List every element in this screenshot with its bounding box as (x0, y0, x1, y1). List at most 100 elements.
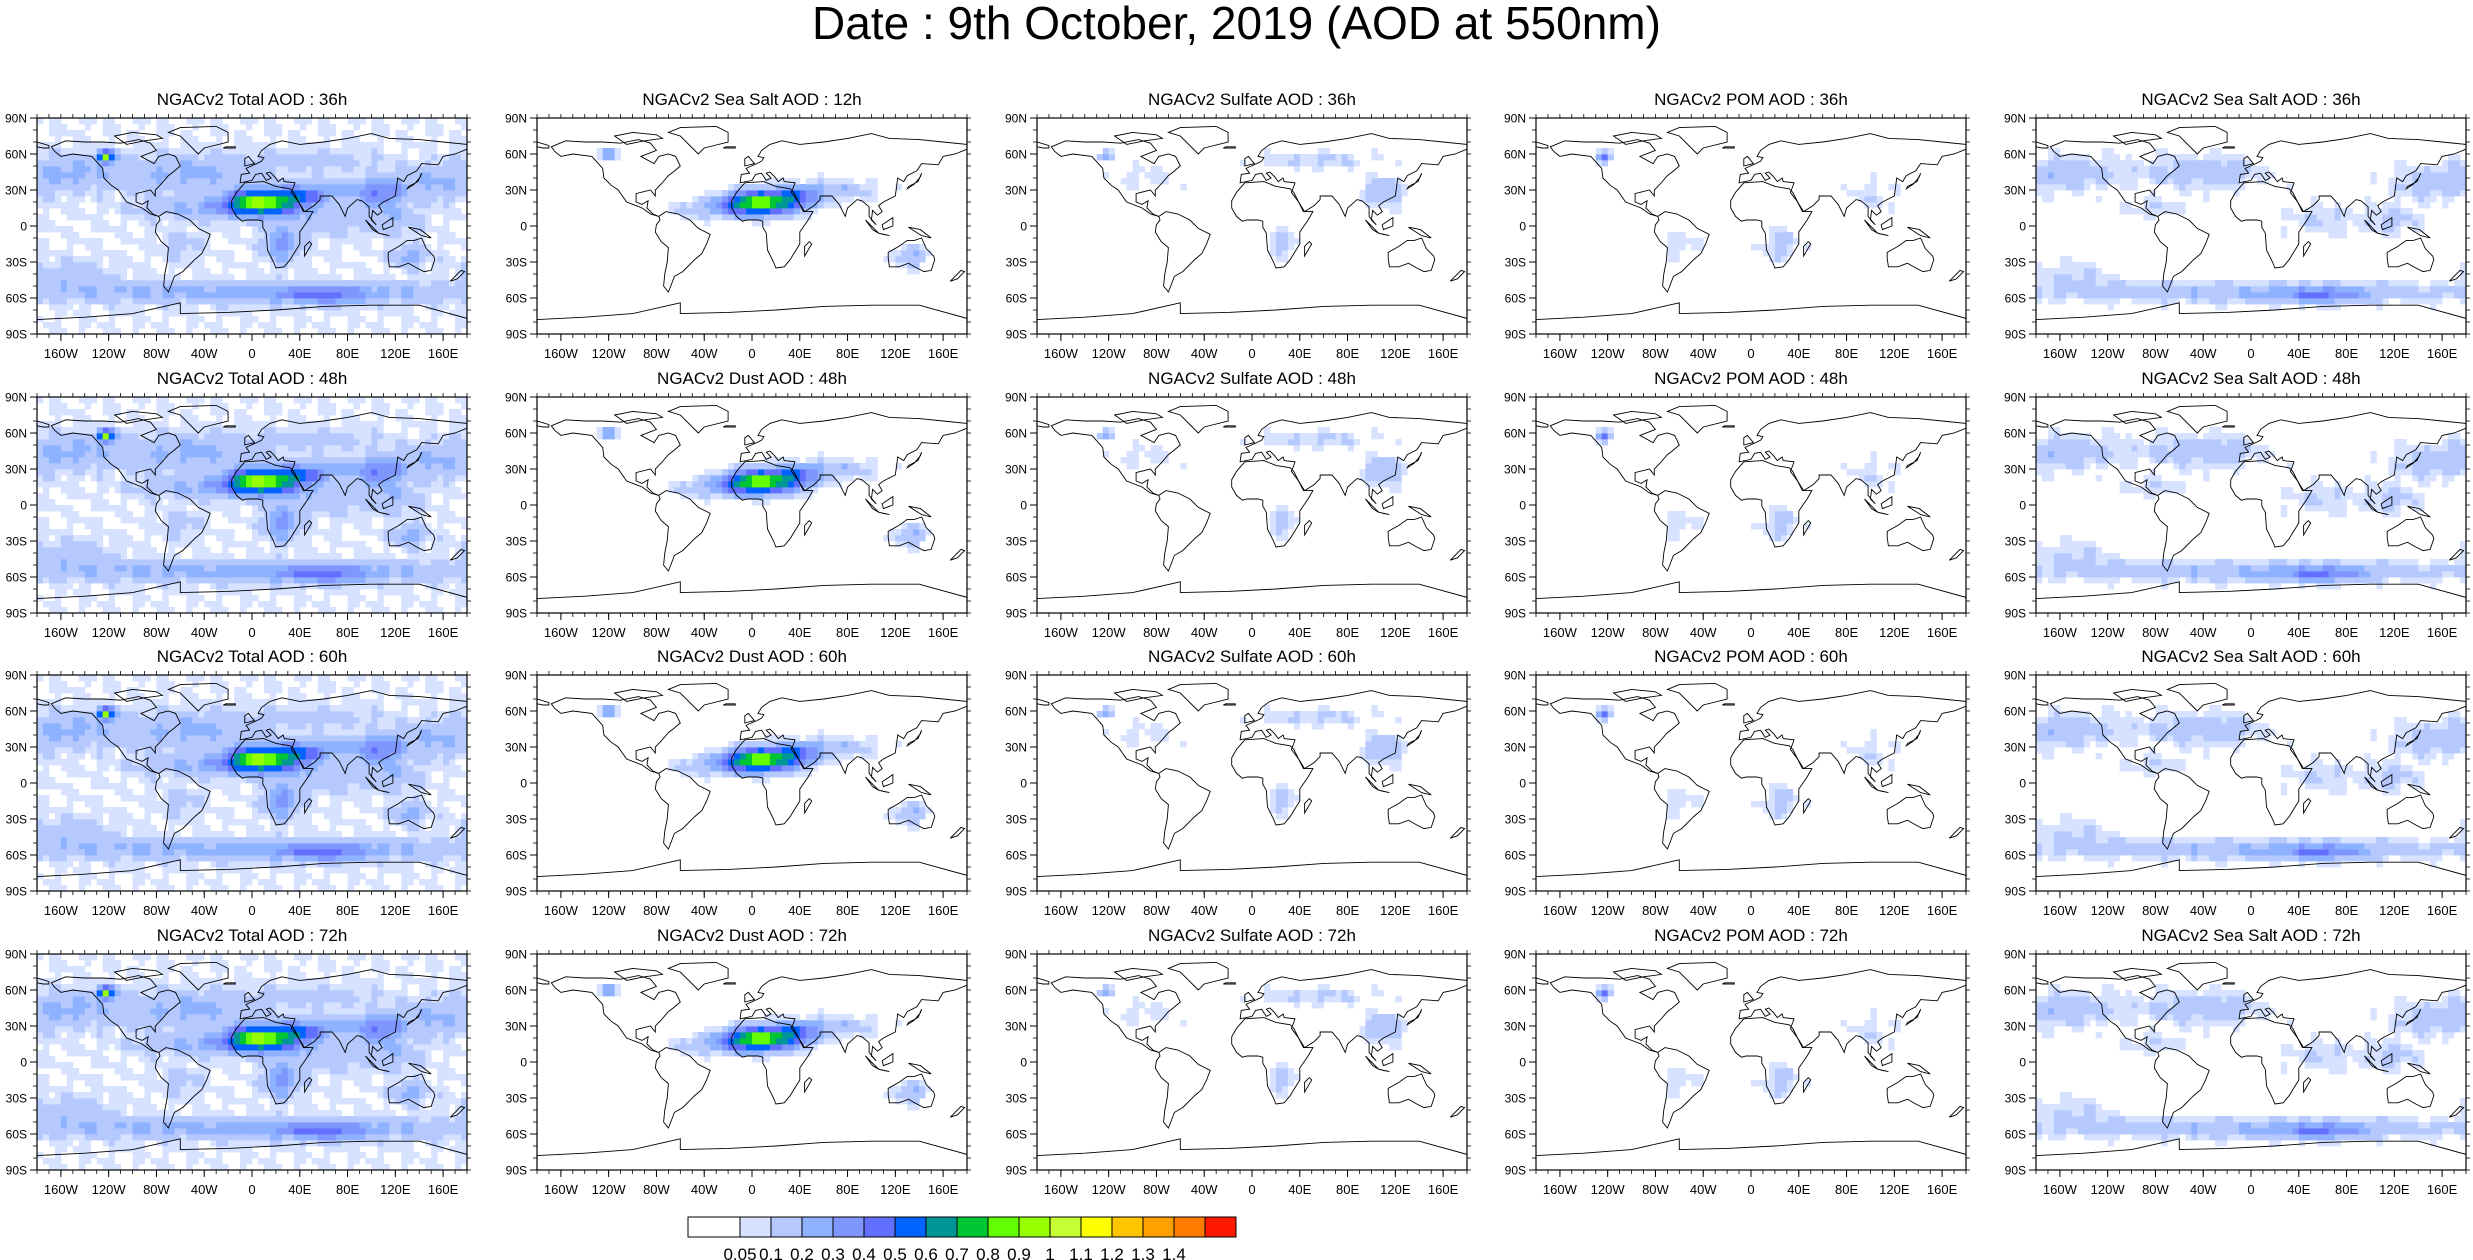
lon-tick-label: 120E (380, 903, 411, 918)
lon-tick-label: 0 (1248, 903, 1255, 918)
panel-title: NGACv2 Total AOD : 36h (156, 90, 348, 109)
map-panel: NGACv2 Total AOD : 60h 90N 60N 30N 0 30S 60S 90… (0, 647, 507, 925)
lat-tick-label: 30S (1006, 535, 1027, 549)
lat-tick-label: 60S (1006, 849, 1027, 863)
lon-tick-label: 120W (592, 1182, 627, 1197)
lon-tick-label: 80E (2335, 903, 2358, 918)
lon-tick-label: 160E (428, 903, 459, 918)
lat-tick-label: 30N (5, 741, 27, 755)
map-panel: NGACv2 Total AOD : 72h 90N 60N 30N 0 30S 60S 90… (0, 926, 507, 1204)
aod-field (37, 675, 468, 892)
lon-tick-label: 160E (428, 1182, 459, 1197)
coastlines (36, 961, 468, 1171)
lon-tick-label: 40E (288, 1182, 311, 1197)
lon-tick-label: 80W (643, 346, 670, 361)
map-panel: NGACv2 Sea Salt AOD : 72h 90N 60N 30N 0 30S 60… (1996, 926, 2473, 1204)
lon-tick-label: 120W (2091, 903, 2126, 918)
lon-tick-label: 40E (288, 625, 311, 640)
lat-tick-label: 90S (6, 328, 27, 342)
lon-tick-label: 120W (1591, 1182, 1626, 1197)
lon-tick-label: 160E (1428, 903, 1459, 918)
lon-tick-label: 160W (2043, 903, 2078, 918)
lat-tick-label: 90S (2005, 607, 2026, 621)
lon-tick-label: 40E (788, 625, 811, 640)
panel-title: NGACv2 Sulfate AOD : 60h (1148, 647, 1356, 666)
lon-tick-label: 160W (2043, 346, 2078, 361)
lon-tick-label: 40E (1288, 1182, 1311, 1197)
lon-tick-label: 40E (288, 903, 311, 918)
map-canvas: 90N 60N 30N 0 30S 60S 90S 160W 120W 80W 40W 0 40E 80E… (1005, 948, 1471, 1197)
map-frame (1036, 953, 1468, 1171)
lon-tick-label: 120W (1591, 346, 1626, 361)
panel-title: NGACv2 POM AOD : 48h (1654, 369, 1848, 388)
lat-tick-label: 60S (6, 571, 27, 585)
map-canvas: 90N 60N 30N 0 30S 60S 90S 160W 120W 80W 40W 0 40E 80E… (1504, 112, 1970, 361)
lat-tick-label: 60S (2005, 1128, 2026, 1142)
lon-tick-label: 160E (2427, 1182, 2458, 1197)
map-frame (1036, 117, 1468, 335)
lon-tick-label: 40W (191, 625, 218, 640)
lat-tick-label: 0 (1519, 777, 1526, 791)
lat-tick-label: 30S (1505, 813, 1526, 827)
lat-tick-label: 90N (5, 948, 27, 962)
lat-tick-label: 90S (1505, 1164, 1526, 1178)
lat-tick-label: 30S (6, 256, 27, 270)
lon-tick-label: 0 (1248, 1182, 1255, 1197)
lon-tick-label: 80E (1336, 625, 1359, 640)
lat-tick-label: 60N (505, 148, 527, 162)
lat-tick-label: 60S (2005, 571, 2026, 585)
lat-tick-label: 90S (506, 1164, 527, 1178)
lon-tick-label: 0 (2247, 1182, 2254, 1197)
lat-tick-label: 30S (506, 256, 527, 270)
map-panel: NGACv2 POM AOD : 72h 90N 60N 30N 0 30S 60S 90S 1… (1496, 926, 2006, 1204)
map-panel: NGACv2 Sulfate AOD : 36h 90N 60N 30N 0 30S 60S… (997, 90, 1507, 368)
lat-tick-label: 30N (2004, 184, 2026, 198)
lat-tick-label: 0 (1020, 777, 1027, 791)
lat-tick-label: 0 (20, 220, 27, 234)
lat-tick-label: 30S (1006, 256, 1027, 270)
map-canvas: 90N 60N 30N 0 30S 60S 90S 160W 120W 80W 40W 0 40E 80E… (5, 669, 471, 918)
lon-tick-label: 120W (1092, 625, 1127, 640)
lon-tick-label: 160E (928, 1182, 959, 1197)
lon-tick-label: 40E (2287, 903, 2310, 918)
lon-tick-label: 120E (880, 625, 911, 640)
lat-tick-label: 90N (1504, 391, 1526, 405)
lon-tick-label: 80W (1143, 903, 1170, 918)
lat-tick-label: 30N (1005, 1020, 1027, 1034)
lon-tick-label: 40E (1288, 346, 1311, 361)
lat-tick-label: 0 (1519, 1056, 1526, 1070)
lon-tick-label: 160W (2043, 1182, 2078, 1197)
lat-tick-label: 90S (1006, 885, 1027, 899)
lon-tick-label: 40E (1288, 903, 1311, 918)
lon-tick-label: 0 (1747, 903, 1754, 918)
lat-tick-label: 60S (506, 1128, 527, 1142)
lat-tick-label: 90N (2004, 948, 2026, 962)
lon-tick-label: 40E (788, 1182, 811, 1197)
lon-tick-label: 120W (2091, 625, 2126, 640)
lon-tick-label: 0 (1747, 1182, 1754, 1197)
lon-tick-label: 80W (643, 1182, 670, 1197)
lat-tick-label: 0 (1020, 499, 1027, 513)
map-panel: NGACv2 Total AOD : 36h 90N 60N 30N 0 30S 60S 90… (0, 90, 507, 368)
lon-tick-label: 160E (2427, 625, 2458, 640)
lon-tick-label: 120W (592, 625, 627, 640)
lon-tick-label: 160W (544, 625, 579, 640)
lon-tick-label: 160E (928, 903, 959, 918)
lon-tick-label: 80W (143, 625, 170, 640)
map-canvas: 90N 60N 30N 0 30S 60S 90S 160W 120W 80W 40W 0 40E 80E… (2004, 112, 2470, 361)
lat-tick-label: 30S (506, 535, 527, 549)
lon-tick-label: 0 (248, 346, 255, 361)
lon-tick-label: 120W (1092, 1182, 1127, 1197)
lon-tick-label: 120E (880, 903, 911, 918)
lat-tick-label: 90N (1005, 391, 1027, 405)
panel-title: NGACv2 Sea Salt AOD : 60h (2141, 647, 2361, 666)
lon-tick-label: 40E (2287, 625, 2310, 640)
lat-tick-label: 60N (5, 148, 27, 162)
lat-tick-label: 30N (505, 741, 527, 755)
lon-tick-label: 80E (836, 625, 859, 640)
lon-tick-label: 0 (748, 346, 755, 361)
coastlines (1535, 125, 1967, 335)
panel-title: NGACv2 Total AOD : 60h (156, 647, 348, 666)
lon-tick-label: 0 (248, 1182, 255, 1197)
panel-title: NGACv2 Dust AOD : 48h (657, 369, 847, 388)
